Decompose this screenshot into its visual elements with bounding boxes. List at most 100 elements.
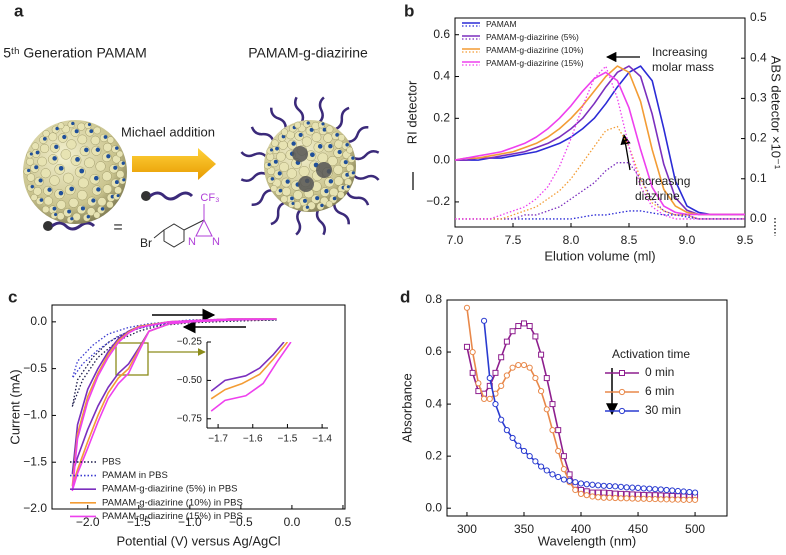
point [503,427,510,434]
amine [30,184,34,189]
atom-n: N [188,236,196,248]
plot-frame [454,17,746,228]
point [520,361,528,369]
bead [37,156,47,167]
y2-tick-label: 0.4 [750,50,767,64]
plot-frame [51,304,346,510]
x-tick-label: −1.4 [312,434,332,445]
amine [89,129,94,134]
bead [293,190,303,200]
panel-label: d [400,287,410,306]
x-tick-label: −0.5 [229,515,253,529]
bond [183,219,205,231]
bond [153,229,165,239]
amine [278,188,283,193]
legend-label: PAMAM-g-diazirine (15%) [486,58,584,68]
bead [60,149,72,160]
amine [351,156,355,160]
point [532,374,539,382]
amine [267,162,271,167]
atom-cf3: CF₃ [200,192,219,204]
amine [75,157,80,162]
point [606,494,613,501]
amine [58,165,64,171]
x-tick-label: 350 [514,522,534,536]
bead [323,133,333,143]
atom-br: Br [140,236,152,250]
point [566,471,573,478]
amine [270,177,275,181]
equals: = [113,219,122,236]
amine [320,203,324,208]
bead [77,122,86,131]
legend-label: 30 min [645,403,681,417]
point [577,480,585,487]
point [606,482,613,490]
point [572,486,579,494]
plot-area [463,304,699,503]
chain-head [141,191,151,201]
amine [273,159,278,164]
point [463,343,470,350]
bead [280,195,288,203]
bead [280,128,288,136]
amine [351,171,355,175]
amine [321,122,325,126]
bead [294,121,301,129]
bead [72,212,81,221]
zoom-box [115,342,149,376]
point [600,482,607,489]
series-line [455,65,745,216]
point [543,375,550,382]
amine [100,207,105,211]
point [652,495,659,503]
bead [301,136,312,147]
series-line [455,65,745,216]
bead [40,143,50,154]
amine [306,121,310,125]
amine [47,187,52,192]
amine [324,188,329,194]
x-tick-label: 8.5 [621,233,638,247]
bead [95,161,106,172]
atom-n: N [212,236,220,248]
point [623,484,630,491]
bead [106,200,114,209]
amine [291,141,296,146]
bead [90,135,100,146]
x-tick-label: 0.5 [335,515,352,529]
amine [55,126,59,131]
plot-area [455,65,745,220]
x-axis-label: Elution volume (ml) [544,248,655,263]
bead [116,170,125,179]
legend-label: PAMAM-g-diazirine (15%) in PBS [102,511,243,522]
polymer-chain [240,171,268,183]
point [691,496,699,503]
amine [38,178,43,183]
point [589,493,596,500]
amine [298,132,303,138]
point [543,467,550,474]
bead [116,150,124,158]
bead [93,126,101,135]
bead [337,191,345,199]
point [674,496,682,503]
polymer-chain [334,106,350,131]
bead [84,157,95,169]
point [537,463,545,470]
x-tick-label: −1.0 [178,515,202,529]
bead [271,139,279,147]
diazirine-group [292,146,308,162]
chart: −2.0 −1.5 −1.0 −0.5 0.0 0.5 0.0 −0.5 −1.0 −1.5 −2.… [7,287,351,548]
bead [325,125,334,134]
amine [121,161,125,165]
series-line [455,162,745,220]
point [486,395,493,402]
amine [277,171,282,176]
amine [34,165,39,170]
bead [42,205,50,214]
amine [281,134,286,139]
y-tick-label: 0.6 [425,344,442,358]
amine [96,187,101,192]
